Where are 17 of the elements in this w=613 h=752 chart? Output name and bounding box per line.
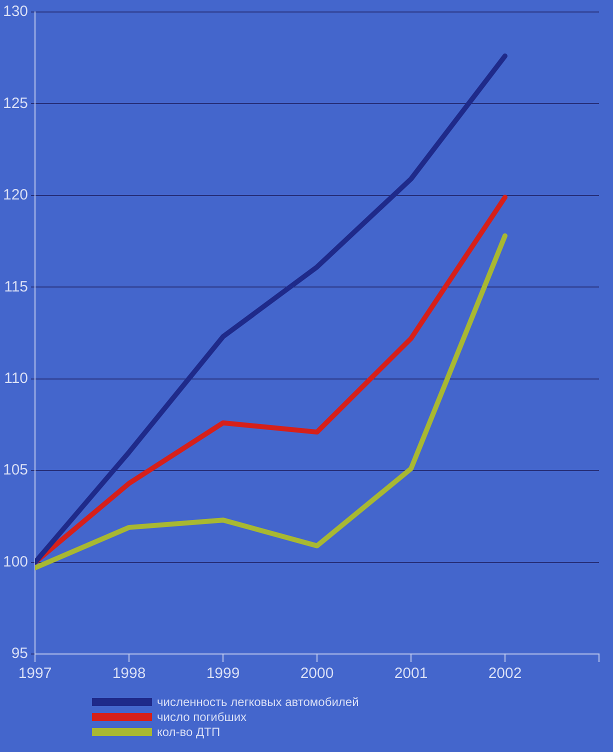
y-tick-label: 115 [4,278,28,296]
y-tick-label: 120 [2,186,28,204]
legend-label: число погибших [157,710,247,724]
legend-label: численность легковых автомобилей [157,694,359,708]
y-tick-label: 105 [2,462,28,479]
x-tick-label: 2001 [394,665,428,682]
x-tick-label: 2000 [300,665,334,682]
y-tick-label: 100 [2,553,28,570]
legend-label: кол-во ДТП [157,724,220,738]
x-tick-label: 1999 [206,665,240,682]
y-tick-label: 130 [2,3,28,20]
y-tick-label: 95 [11,645,28,662]
x-tick-label: 1997 [18,665,52,682]
y-tick-label: 110 [4,370,28,387]
y-tick-label: 125 [2,94,28,112]
x-tick-label: 1998 [112,665,146,682]
x-tick-label: 2002 [488,665,522,682]
